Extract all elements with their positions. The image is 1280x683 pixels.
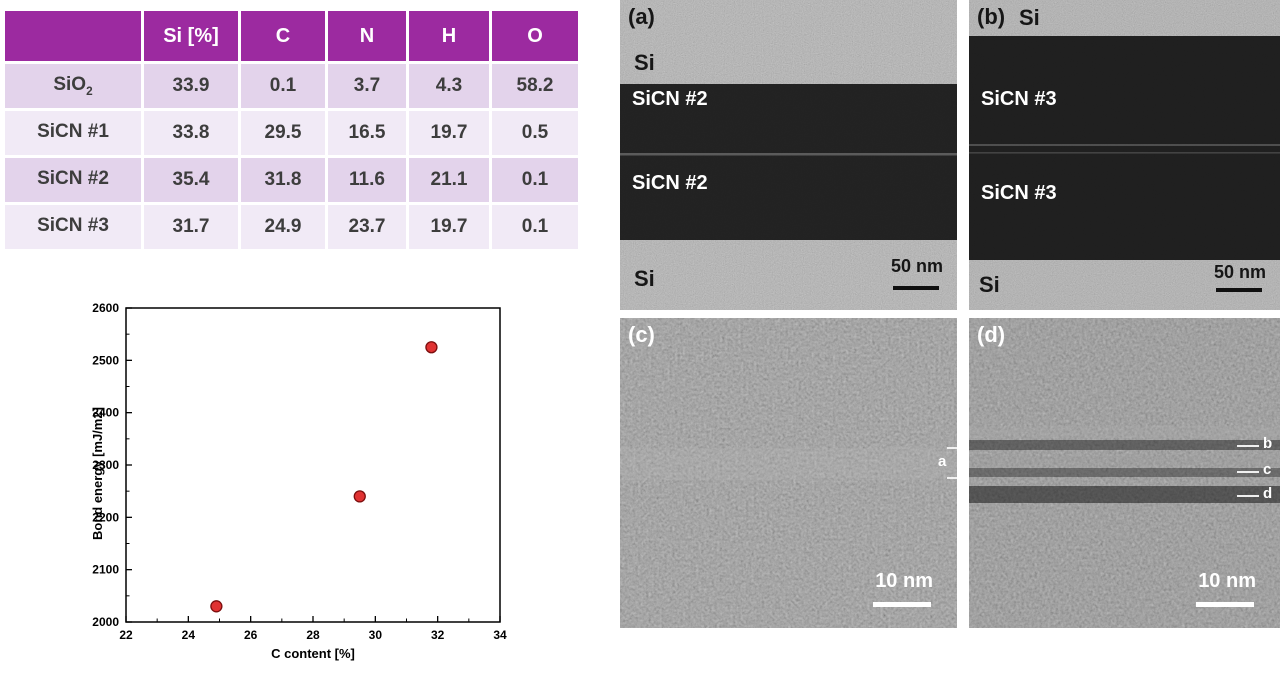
value-cell: 3.7 <box>328 64 406 108</box>
value-cell: 29.5 <box>241 111 325 155</box>
panel-tag: (a) <box>628 4 655 29</box>
x-tick-label: 22 <box>119 628 133 642</box>
scale-bar <box>1196 602 1254 607</box>
interface-marker-label: b <box>1263 435 1273 452</box>
y-tick-label: 2400 <box>92 406 119 420</box>
value-cell: 0.1 <box>241 64 325 108</box>
row-label-subscript: 2 <box>86 84 93 98</box>
data-point <box>425 341 438 354</box>
row-label-text: SiCN #1 <box>37 121 109 143</box>
y-tick-label: 2200 <box>92 510 119 524</box>
value-cell: 19.7 <box>409 111 489 155</box>
scale-label: 50 nm <box>1213 262 1266 282</box>
table-header-cell-n: N <box>328 11 406 61</box>
value-cell: 33.9 <box>144 64 238 108</box>
table-header-cell-h: H <box>409 11 489 61</box>
value-cell: 19.7 <box>409 205 489 249</box>
table-row: SiCN #3 31.7 24.9 23.7 19.7 0.1 <box>5 205 578 249</box>
row-label: SiCN #2 <box>5 158 141 202</box>
value-cell: 0.5 <box>492 111 578 155</box>
scale-label: 50 nm <box>890 256 943 276</box>
panel-tag: (c) <box>628 322 655 347</box>
y-tick-label: 2100 <box>92 563 119 577</box>
table-corner-cell <box>5 11 141 61</box>
x-tick-label: 32 <box>431 628 445 642</box>
tem-image-d <box>969 318 1280 628</box>
row-label: SiCN #3 <box>5 205 141 249</box>
scale-label: 10 nm <box>1198 570 1256 592</box>
x-tick-label: 30 <box>369 628 383 642</box>
row-label: SiCN #1 <box>5 111 141 155</box>
interface-marker-label: a <box>938 453 947 470</box>
y-tick-label: 2000 <box>92 615 119 629</box>
table-header-cell-c: C <box>241 11 325 61</box>
scale-label: 10 nm <box>875 570 933 592</box>
row-label-text: SiCN #3 <box>37 215 109 237</box>
x-tick-label: 26 <box>244 628 258 642</box>
scale-bar <box>1216 288 1262 292</box>
value-cell: 4.3 <box>409 64 489 108</box>
composition-table: Si [%] C N H O SiO2 33.9 0.1 3.7 4.3 58.… <box>2 8 581 252</box>
interface-marker-label: d <box>1263 485 1273 502</box>
row-label-text: SiCN #2 <box>37 168 109 190</box>
value-cell: 23.7 <box>328 205 406 249</box>
value-cell: 58.2 <box>492 64 578 108</box>
table-row: SiCN #1 33.8 29.5 16.5 19.7 0.5 <box>5 111 578 155</box>
scale-bar <box>893 286 939 290</box>
table-header-cell-si: Si [%] <box>144 11 238 61</box>
value-cell: 11.6 <box>328 158 406 202</box>
layer-label: SiCN #3 <box>981 182 1057 204</box>
y-axis-label: Bond energy [mJ/m2] <box>90 407 105 540</box>
value-cell: 21.1 <box>409 158 489 202</box>
layer-label: SiCN #3 <box>981 88 1057 110</box>
value-cell: 35.4 <box>144 158 238 202</box>
x-tick-label: 28 <box>306 628 320 642</box>
value-cell: 16.5 <box>328 111 406 155</box>
si-top-label: Si <box>634 50 655 75</box>
tem-panel-c: (c) a 10 nm <box>620 318 957 628</box>
table-header-row: Si [%] C N H O <box>5 11 578 61</box>
row-label-text: SiO <box>53 74 87 96</box>
value-cell: 24.9 <box>241 205 325 249</box>
x-tick-label: 24 <box>182 628 196 642</box>
value-cell: 31.7 <box>144 205 238 249</box>
data-point <box>353 490 366 503</box>
table-row: SiO2 33.9 0.1 3.7 4.3 58.2 <box>5 64 578 108</box>
chart-canvas: 22 24 26 28 30 32 34 2000 2100 2200 2300 2400 2500 26… <box>92 301 507 642</box>
row-label: SiO2 <box>5 64 141 108</box>
tem-panel-b: (b) Si SiCN #3 SiCN #3 Si 50 nm <box>969 0 1280 310</box>
y-tick-label: 2500 <box>92 353 119 367</box>
table-header-cell-o: O <box>492 11 578 61</box>
panel-tag: (d) <box>977 322 1006 347</box>
si-bottom-label: Si <box>634 266 655 291</box>
interface-marker-label: c <box>1263 461 1272 478</box>
x-tick-label: 34 <box>493 628 507 642</box>
layer-label: SiCN #2 <box>632 172 708 194</box>
tem-image-b <box>969 0 1280 310</box>
si-bottom-label: Si <box>979 272 1000 297</box>
panel-tag: (b) <box>977 4 1006 29</box>
value-cell: 0.1 <box>492 205 578 249</box>
scale-bar <box>873 602 931 607</box>
si-top-label: Si <box>1019 5 1040 30</box>
tem-image-a <box>620 0 957 310</box>
y-tick-label: 2300 <box>92 458 119 472</box>
x-axis-label: C content [%] <box>271 646 355 661</box>
tem-panel-d: (d) b c d 10 nm <box>969 318 1280 628</box>
value-cell: 31.8 <box>241 158 325 202</box>
value-cell: 0.1 <box>492 158 578 202</box>
data-point <box>210 600 223 613</box>
tem-image-c <box>620 318 957 628</box>
table-row: SiCN #2 35.4 31.8 11.6 21.1 0.1 <box>5 158 578 202</box>
layer-label: SiCN #2 <box>632 88 708 110</box>
value-cell: 33.8 <box>144 111 238 155</box>
bond-energy-chart: 22 24 26 28 30 32 34 2000 2100 2200 2300 2400 2500 26… <box>80 292 520 680</box>
tem-panel-a: (a) Si SiCN #2 SiCN #2 Si 50 nm <box>620 0 957 310</box>
y-tick-label: 2600 <box>92 301 119 315</box>
plot-frame <box>125 307 501 623</box>
